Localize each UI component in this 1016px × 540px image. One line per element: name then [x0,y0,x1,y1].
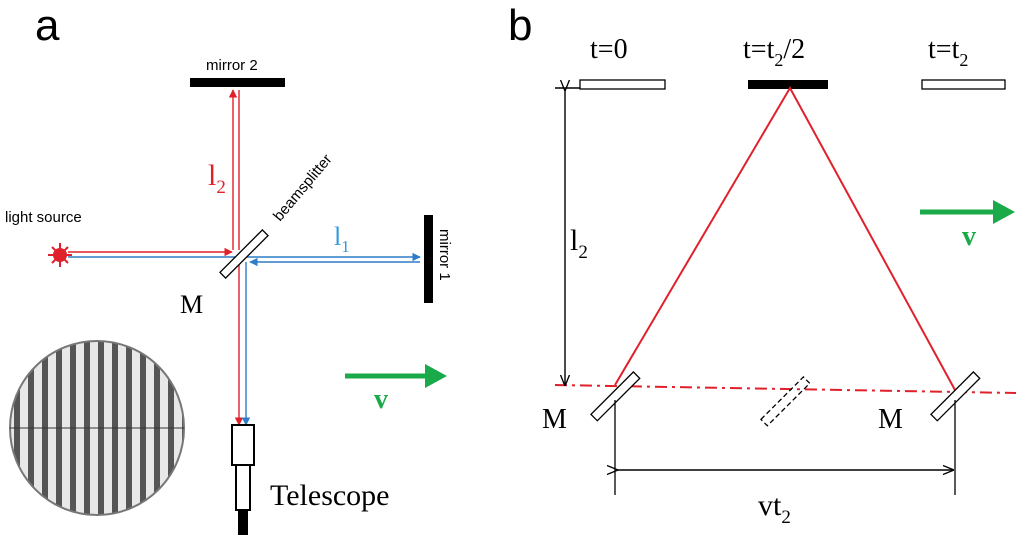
shape [235,464,251,511]
red-beam [68,89,244,426]
text-part: t=t [743,34,775,65]
shape [51,246,69,264]
splitter-label: M [878,404,903,435]
text-part: /2 [783,34,805,65]
text-part: 2 [781,507,791,528]
time-label: t=t2 [928,34,968,70]
mirror [579,79,666,90]
path-label: l2 [208,159,226,198]
text-part: t=t [928,34,960,65]
text-part: 2 [216,177,226,198]
text-part: 2 [774,50,783,70]
time-label: t=t2/2 [743,34,805,70]
path-label: l1 [334,222,350,256]
velocity-arrowhead [993,200,1015,224]
velocity-label: v [374,384,388,415]
shape [231,424,255,466]
shape [238,509,248,535]
text-part: 2 [578,242,588,263]
telescope [231,424,255,535]
text-part: l [570,224,578,257]
displacement-label: vt2 [758,489,791,528]
panel-b: b t=0 t=t2/2 t=t2 l2 M M vt2 v [508,1,1016,528]
beamsplitter [219,229,269,279]
panel-a: a mirror 2 mirror 1 beamsplitter light s… [5,1,453,535]
beamsplitter [930,371,981,422]
mirror [190,78,285,87]
beamsplitter [590,371,641,422]
text-part: 1 [341,237,350,256]
mirror [921,79,1006,90]
velocity-label: v [962,221,976,252]
text-part: l [334,222,341,251]
text-part: 2 [959,50,968,70]
panel-label: a [35,1,60,50]
splitter-label: beamsplitter [270,151,336,225]
text-part: vt [758,489,782,522]
splitter-label: M [542,404,567,435]
mirror [748,80,828,89]
mirror-label: mirror 1 [436,229,453,281]
fringe-view [9,340,185,516]
time-label: t=0 [590,34,628,65]
splitter-label: M [180,290,203,319]
path-label: l2 [570,224,588,263]
source-rays [48,243,72,267]
source-label: light source [5,209,82,226]
mirror-label: mirror 2 [206,57,258,74]
light-path [614,85,956,391]
mirror [424,215,433,303]
telescope-label: Telescope [270,479,390,512]
beamsplitter-ghost [760,376,811,427]
panel-label: b [508,1,532,50]
text-part: l [208,159,216,192]
velocity-arrowhead [425,364,447,388]
